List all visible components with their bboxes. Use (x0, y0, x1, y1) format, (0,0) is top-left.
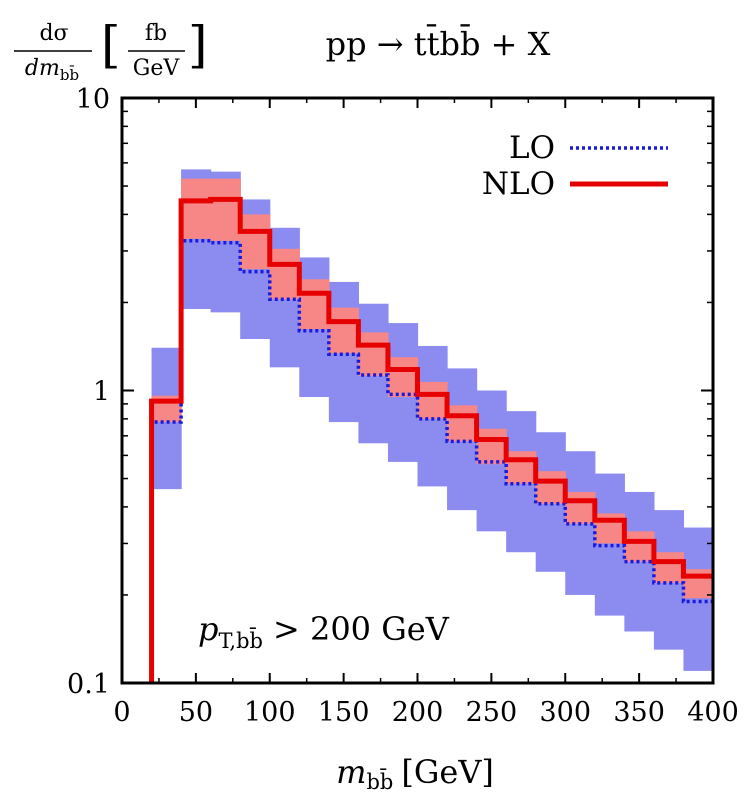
y-title-left-bracket: [ (101, 16, 121, 74)
band-nlo-bin-6 (328, 307, 359, 354)
band-nlo-bin-12 (506, 451, 537, 484)
band-nlo-bin-2 (210, 178, 241, 241)
band-nlo-bin-13 (535, 471, 566, 504)
x-tick-label-300: 300 (539, 697, 591, 728)
x-title-sub: bb̄ (366, 768, 393, 794)
cut-annotation: pT,bb̄ > 200 GeV (198, 610, 450, 653)
legend-label-lo: LO (509, 130, 555, 166)
x-tick-label-350: 350 (613, 697, 665, 728)
band-nlo-bin-11 (476, 428, 507, 465)
y-title-unit-num: fb (145, 21, 167, 46)
y-title-denominator: dm (25, 56, 60, 81)
x-tick-label-50: 50 (179, 697, 213, 728)
y-tick-label-10: 10 (76, 84, 110, 115)
band-nlo-bin-7 (358, 332, 389, 377)
x-tick-label-100: 100 (244, 697, 296, 728)
band-nlo-bin-4 (269, 248, 300, 300)
y-axis-title: dσ dmbb̄ [ fb GeV ] (14, 16, 208, 84)
band-nlo-bin-10 (447, 405, 478, 442)
chart-title: pp → tt̄bb̄ + X (326, 24, 551, 63)
x-tick-label-150: 150 (318, 697, 370, 728)
band-nlo-bin-9 (417, 381, 448, 419)
annotation-text: > 200 GeV (273, 610, 450, 648)
band-nlo-bin-16 (624, 531, 655, 562)
y-title-denominator-group: dmbb̄ (25, 56, 79, 84)
series-line-nlo (149, 196, 713, 683)
y-title-denominator-sub: bb̄ (60, 66, 79, 84)
legend-label-nlo: NLO (482, 166, 555, 202)
x-title-symbol: m (336, 753, 366, 791)
y-title-right-bracket: ] (188, 16, 208, 74)
x-tick-label-0: 0 (113, 697, 130, 728)
annotation-sub: T,bb̄ (218, 627, 262, 653)
x-tick-label-400: 400 (687, 697, 739, 728)
band-nlo-bin-5 (299, 279, 330, 330)
band-nlo-bin-17 (653, 552, 685, 583)
y-tick-label-1: 1 (93, 377, 110, 408)
x-tick-label-250: 250 (466, 697, 518, 728)
y-tick-label-0.1: 0.1 (67, 669, 110, 700)
x-axis-title: mbb̄ [GeV] (336, 753, 494, 794)
band-nlo-bin-1 (181, 178, 212, 239)
x-tick-label-200: 200 (392, 697, 444, 728)
band-nlo-bin-3 (240, 214, 271, 270)
annotation-symbol: p (198, 610, 218, 648)
series-line-lo (149, 239, 713, 683)
band-nlo-bin-18 (683, 569, 714, 599)
band-lo-bin-18 (683, 527, 714, 671)
y-title-unit-den: GeV (133, 56, 181, 81)
x-title-unit: [GeV] (401, 753, 494, 791)
y-title-numerator: dσ (39, 21, 68, 46)
band-nlo-bin-14 (565, 491, 596, 524)
band-nlo-bin-8 (387, 357, 419, 398)
